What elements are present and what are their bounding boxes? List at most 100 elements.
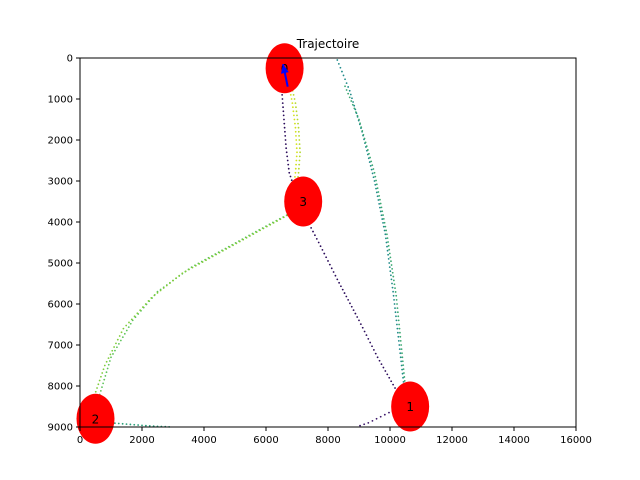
y-tick-label: 8000 [48,382,73,393]
trajectory-point [175,277,178,280]
trajectory-point [211,255,214,258]
trajectory-point [379,198,381,201]
trajectory-point [321,248,324,251]
trajectory-point [205,259,207,262]
trajectory-point [396,311,399,314]
trajectory-point [294,176,296,178]
trajectory-point [317,241,320,244]
trajectory-point [390,260,392,263]
trajectory-point [148,424,151,427]
trajectory-point [349,93,352,96]
trajectory-point [97,383,100,386]
trajectory-point [101,372,104,374]
trajectory-point [375,187,377,190]
trajectory-point [178,274,181,277]
waypoint-3: 3 [284,176,323,227]
trajectory-point [396,323,398,326]
trajectory-point [336,59,339,61]
trajectory-point [252,233,255,236]
trajectory-point [113,422,116,425]
trajectory-point [310,227,313,229]
heading-arrow-layer [280,63,289,87]
trajectory-point [315,237,318,240]
y-tick-label: 2000 [48,136,73,147]
trajectory-point [172,279,174,282]
trajectory-point [225,248,228,250]
trajectory-point [399,356,402,359]
trajectory-point [381,218,384,220]
trajectory-point [382,366,385,369]
trajectory-point [385,237,387,240]
trajectory-point [235,242,238,245]
trajectory-point [390,380,393,383]
trajectory-point [127,326,130,329]
trajectory-point [403,372,405,374]
trajectory-point [387,258,390,260]
trajectory-point [384,225,387,228]
trajectory-point [265,225,268,228]
trajectory-point [296,114,298,117]
trajectory-point [103,364,106,367]
trajectory-point [365,334,368,337]
trajectory-point [130,318,133,321]
trajectory-point [356,114,359,117]
trajectory-series [286,77,298,182]
trajectory-point [290,179,293,182]
trajectory-point [165,284,168,287]
trajectory-point [104,375,107,377]
trajectory-point [401,360,404,363]
trajectory-point [401,356,404,359]
y-tick-label: 9000 [48,423,73,434]
trajectory-point [386,249,389,252]
trajectory-point [349,302,351,305]
trajectory-point [376,195,379,198]
trajectory-point [376,187,379,190]
trajectory-point [144,424,147,427]
trajectory-point [294,171,297,174]
trajectory-point [283,126,286,129]
trajectory-point [391,286,394,289]
trajectory-point [286,159,289,162]
trajectory-point [330,267,333,270]
trajectory-point [345,82,348,85]
trajectory-point [282,114,285,117]
waypoint-marker [284,176,323,227]
trajectory-point [394,307,396,309]
trajectory-point [345,295,348,298]
waypoint-label: 3 [299,195,307,209]
x-tick-label: 12000 [436,435,468,446]
trajectory-point [282,110,285,113]
trajectory-point [191,266,194,269]
trajectory-point [394,387,396,389]
trajectory-point [314,234,316,237]
y-tick-label: 4000 [48,218,73,229]
trajectory-point [358,319,360,322]
trajectory-point [284,143,287,146]
plot-frame [79,57,577,428]
trajectory-point [334,274,337,277]
trajectory-point [295,163,297,166]
trajectory-point [188,268,190,271]
trajectory-point [319,245,322,248]
trajectory-point [372,176,375,179]
trajectory-point [399,340,402,342]
trajectory-point [287,163,290,166]
trajectory-point [356,316,359,318]
trajectory-point [387,253,390,256]
trajectory-point [397,335,400,338]
trajectory-point [395,319,398,322]
x-tick-label: 14000 [498,435,530,446]
trajectory-point [340,285,342,288]
trajectory-point [371,172,374,175]
y-tick-label: 3000 [48,177,73,188]
trajectory-point [355,111,357,114]
trajectory-point [382,225,385,228]
trajectory-series [97,210,295,400]
y-tick-label: 1000 [48,95,73,106]
trajectory-point [379,206,381,209]
trajectory-point [294,167,297,170]
trajectory-point [384,370,387,372]
trajectory-point [375,191,378,194]
trajectory-point [129,322,132,325]
trajectory-point [347,92,350,95]
